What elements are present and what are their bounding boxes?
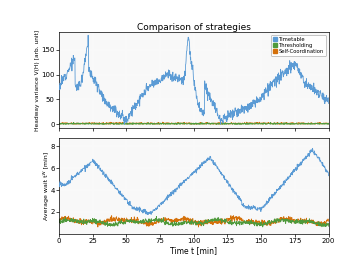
- Title: Comparison of strategies: Comparison of strategies: [137, 23, 251, 32]
- Legend: Timetable, Thresholding, Self-Coordination: Timetable, Thresholding, Self-Coordinati…: [271, 35, 326, 56]
- Y-axis label: Headway variance V(H) [arb. unit]: Headway variance V(H) [arb. unit]: [35, 30, 40, 131]
- X-axis label: Time t [min]: Time t [min]: [170, 247, 217, 255]
- Y-axis label: Average wait tᵂ [min]: Average wait tᵂ [min]: [43, 151, 49, 220]
